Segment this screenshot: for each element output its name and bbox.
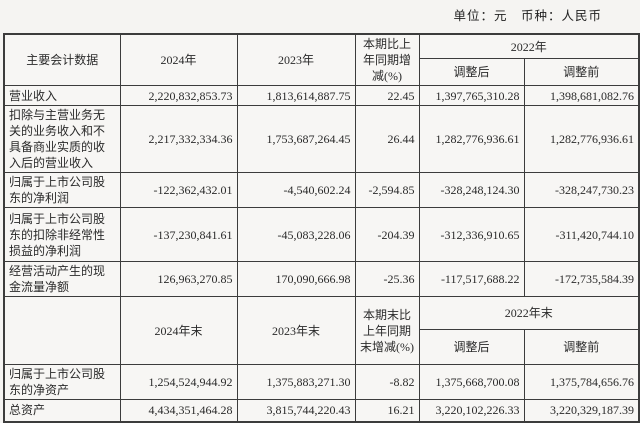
value-2023: 1,375,883,271.30 — [236, 364, 356, 400]
value-2022-adjusted-after: 1,375,668,700.08 — [418, 364, 525, 400]
header-2024-end: 2024年末 — [119, 296, 238, 365]
table-row: 经营活动产生的现金流量净额 126,963,270.85 170,090,666… — [3, 261, 640, 297]
unit-currency-note: 单位：元 币种：人民币 — [453, 9, 602, 23]
value-2024: -137,230,841.61 — [119, 207, 238, 262]
value-2022-adjusted-before: 1,375,784,656.76 — [523, 364, 640, 400]
table-row: 归属于上市公司股东的扣除非经常性损益的净利润 -137,230,841.61 -… — [3, 207, 640, 262]
value-2022-adjusted-after: 3,220,102,226.33 — [418, 399, 525, 422]
header-2024: 2024年 — [119, 33, 238, 86]
value-change: -204.39 — [354, 207, 420, 262]
header-row-period: 主要会计数据 2024年 2023年 本期比上年同期增减(%) 2022年 — [3, 33, 640, 86]
value-2022-adjusted-after: -328,248,124.30 — [418, 172, 525, 208]
header-adjusted-before: 调整前 — [523, 58, 640, 86]
value-change: 22.45 — [354, 85, 420, 106]
header-row-period-sub: 调整后 调整前 — [4, 58, 640, 86]
value-2022-adjusted-after: 1,397,765,310.28 — [418, 85, 525, 106]
value-2023: -4,540,602.24 — [236, 172, 356, 208]
header-2022-end-group: 2022年末 — [418, 296, 640, 330]
table-row: 归属于上市公司股东的净资产 1,254,524,944.92 1,375,883… — [3, 364, 640, 400]
header-2023-end: 2023年末 — [236, 296, 356, 365]
row-label: 总资产 — [3, 399, 121, 422]
header-adjusted-before: 调整前 — [523, 329, 640, 365]
value-2024: 2,220,832,853.73 — [119, 85, 238, 106]
value-change: -8.82 — [354, 364, 420, 400]
value-2024: -122,362,432.01 — [119, 172, 238, 208]
header-adjusted-after: 调整后 — [418, 58, 525, 86]
row-label: 归属于上市公司股东的扣除非经常性损益的净利润 — [3, 207, 121, 262]
row-label: 归属于上市公司股东的净利润 — [3, 172, 121, 208]
header-row-period-end: 2024年末 2023年末 本期末比上年同期末增减(%) 2022年末 — [3, 296, 640, 365]
value-2023: 1,813,614,887.75 — [236, 85, 356, 106]
header-2022-group: 2022年 — [418, 33, 640, 60]
header-main-label-empty — [3, 296, 121, 365]
value-2022-adjusted-before: -172,735,584.39 — [523, 261, 640, 297]
table-row: 归属于上市公司股东的净利润 -122,362,432.01 -4,540,602… — [3, 172, 640, 208]
value-2022-adjusted-before: -328,247,730.23 — [523, 172, 640, 208]
value-2024: 126,963,270.85 — [119, 261, 238, 297]
value-2022-adjusted-before: -311,420,744.10 — [523, 207, 640, 262]
value-change: -25.36 — [354, 261, 420, 297]
value-change: 26.44 — [354, 105, 420, 173]
value-2023: -45,083,228.06 — [236, 207, 356, 262]
value-2022-adjusted-after: -312,336,910.65 — [418, 207, 525, 262]
header-change-pct: 本期比上年同期增减(%) — [354, 33, 420, 86]
row-label: 归属于上市公司股东的净资产 — [3, 364, 121, 400]
value-2022-adjusted-before: 1,398,681,082.76 — [523, 85, 640, 106]
value-change: -2,594.85 — [354, 172, 420, 208]
header-main-label: 主要会计数据 — [3, 33, 121, 86]
value-2022-adjusted-before: 1,282,776,936.61 — [523, 105, 640, 173]
row-label: 扣除与主营业务无关的业务收入和不具备商业实质的收入后的营业收入 — [3, 105, 121, 173]
value-2024: 1,254,524,944.92 — [119, 364, 238, 400]
table-row: 营业收入 2,220,832,853.73 1,813,614,887.75 2… — [3, 85, 640, 106]
value-2024: 2,217,332,334.36 — [119, 105, 238, 173]
header-adjusted-after: 调整后 — [418, 329, 525, 365]
table-row: 总资产 4,434,351,464.28 3,815,744,220.43 16… — [3, 399, 640, 422]
value-2023: 1,753,687,264.45 — [236, 105, 356, 173]
key-accounting-data-table: 主要会计数据 2024年 2023年 本期比上年同期增减(%) 2022年 调整… — [3, 33, 640, 423]
header-row-period-end-sub: 调整后 调整前 — [4, 329, 640, 365]
value-change: 16.21 — [354, 399, 420, 422]
row-label: 营业收入 — [3, 85, 121, 106]
header-change-pct-end: 本期末比上年同期末增减(%) — [354, 296, 420, 365]
value-2024: 4,434,351,464.28 — [119, 399, 238, 422]
table-row: 扣除与主营业务无关的业务收入和不具备商业实质的收入后的营业收入 2,217,33… — [3, 105, 640, 173]
value-2022-adjusted-before: 3,220,329,187.39 — [523, 399, 640, 422]
row-label: 经营活动产生的现金流量净额 — [3, 261, 121, 297]
value-2022-adjusted-after: 1,282,776,936.61 — [418, 105, 525, 173]
value-2023: 170,090,666.98 — [236, 261, 356, 297]
value-2023: 3,815,744,220.43 — [236, 399, 356, 422]
header-2023: 2023年 — [236, 33, 356, 86]
value-2022-adjusted-after: -117,517,688.22 — [418, 261, 525, 297]
